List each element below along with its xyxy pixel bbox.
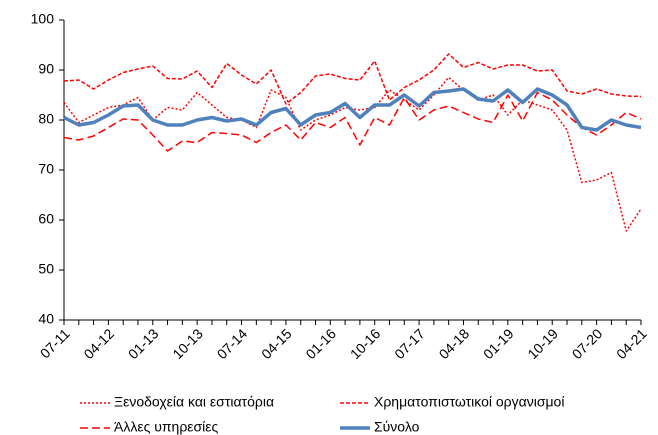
series-line <box>63 91 642 152</box>
x-tick-label: 04-15 <box>258 325 295 362</box>
x-tick-label: 01-16 <box>302 325 339 362</box>
x-tick-label: 10-19 <box>524 325 561 362</box>
y-tick-label: 70 <box>38 161 54 177</box>
y-tick-label: 40 <box>38 311 54 327</box>
x-tick-label: 04-12 <box>80 325 117 362</box>
x-tick-label: 07-14 <box>214 325 251 362</box>
legend-label: Χρηματοπιστωτικοί οργανισμοί <box>374 394 564 410</box>
x-tick-label: 07-11 <box>37 325 73 361</box>
x-tick-label: 07-17 <box>391 325 428 362</box>
x-tick-label: 01-13 <box>125 325 162 362</box>
series-line <box>63 76 642 232</box>
x-tick-label: 04-18 <box>436 325 473 362</box>
legend-label: Σύνολο <box>374 419 420 435</box>
y-tick-label: 80 <box>38 111 54 127</box>
series-line <box>63 53 642 105</box>
x-tick-label: 10-13 <box>169 325 206 362</box>
x-tick-label: 10-16 <box>347 325 384 362</box>
x-tick-label: 01-19 <box>480 325 517 362</box>
x-tick-label: 04-21 <box>613 325 650 362</box>
y-tick-label: 50 <box>38 261 54 277</box>
legend-label: Άλλες υπηρεσίες <box>114 419 219 435</box>
y-tick-label: 60 <box>38 211 54 227</box>
legend-label: Ξενοδοχεία και εστιατόρια <box>114 394 274 410</box>
x-tick-label: 07-20 <box>569 325 606 362</box>
y-tick-label: 90 <box>38 61 54 77</box>
series-line <box>63 87 642 132</box>
y-tick-label: 100 <box>31 11 55 27</box>
